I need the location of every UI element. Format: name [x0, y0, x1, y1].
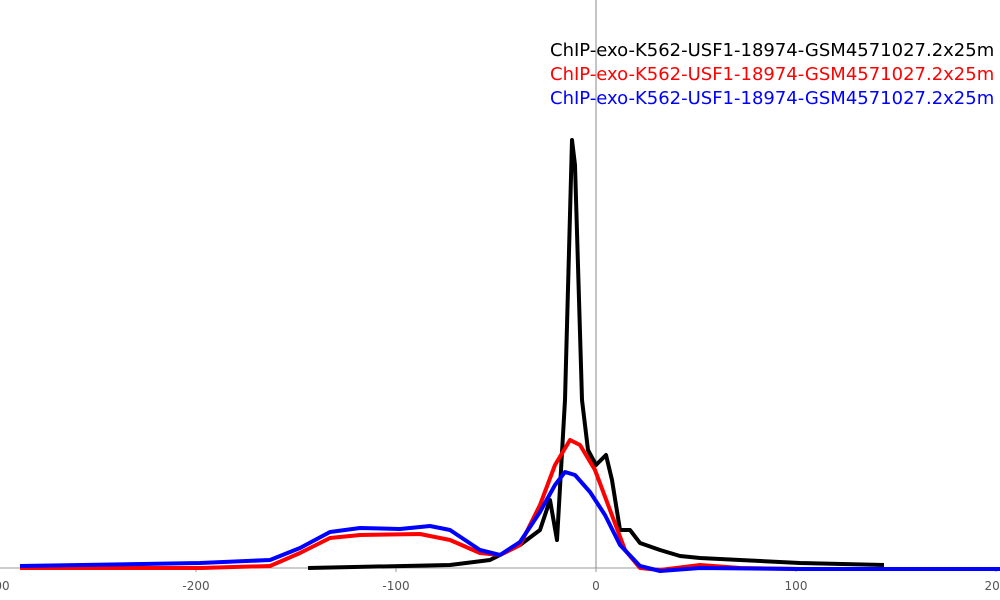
x-tick-label: 0	[592, 579, 600, 593]
line-series	[19, 470, 1000, 573]
legend-entry: ChIP-exo-K562-USF1-18974-GSM4571027.2x25…	[550, 64, 994, 85]
x-tick-label: -100	[382, 579, 409, 593]
line-series	[307, 138, 885, 570]
legend-entry: ChIP-exo-K562-USF1-18974-GSM4571027.2x25…	[550, 40, 994, 61]
x-tick-label: -200	[182, 579, 209, 593]
x-tick-label: -300	[0, 579, 10, 593]
x-tick-label: 100	[785, 579, 808, 593]
legend-entry: ChIP-exo-K562-USF1-18974-GSM4571027.2x25…	[550, 88, 994, 109]
x-tick-label: 200	[985, 579, 1000, 593]
